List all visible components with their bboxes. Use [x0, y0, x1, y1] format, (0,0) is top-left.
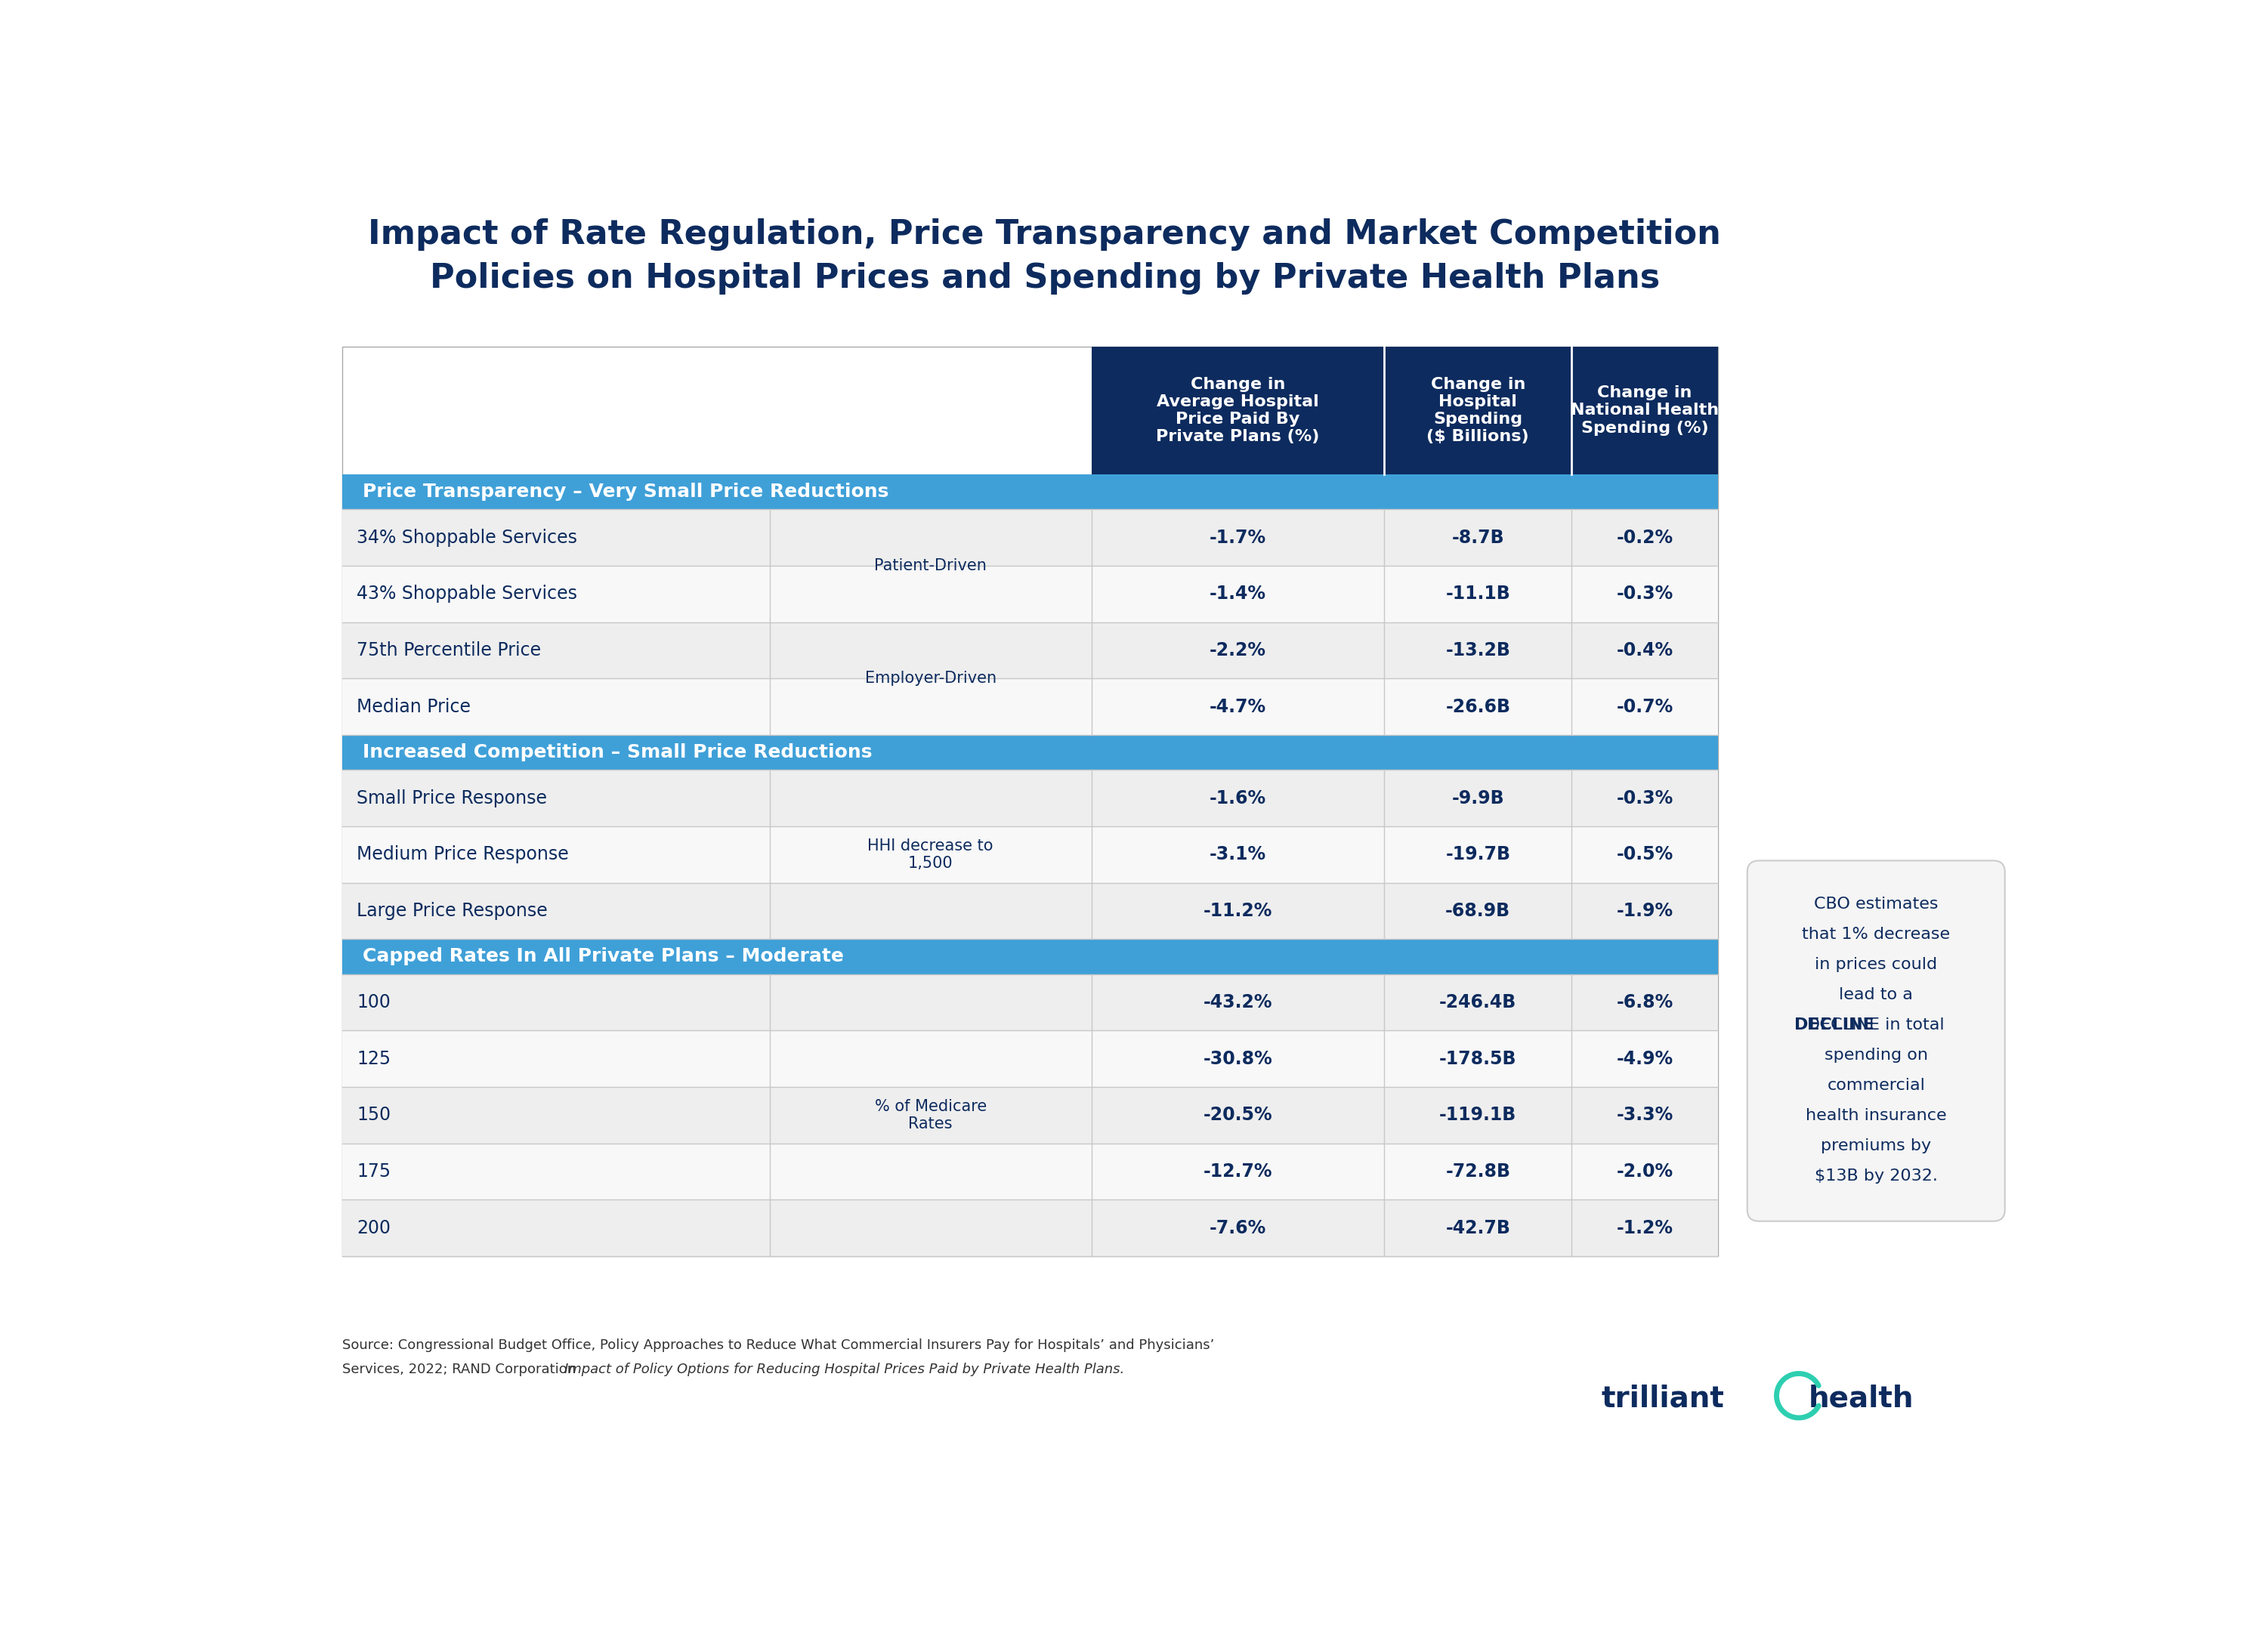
Text: $13B by 2032.: $13B by 2032. — [1814, 1168, 1937, 1184]
Bar — [1091, 347, 1717, 475]
Text: health insurance: health insurance — [1805, 1108, 1946, 1124]
Text: spending on: spending on — [1823, 1048, 1928, 1062]
Text: Change in
National Health
Spending (%): Change in National Health Spending (%) — [1572, 386, 1719, 436]
Text: Large Price Response: Large Price Response — [356, 901, 547, 919]
Text: Policies on Hospital Prices and Spending by Private Health Plans: Policies on Hospital Prices and Spending… — [429, 262, 1660, 294]
Text: -11.2%: -11.2% — [1204, 901, 1272, 919]
Text: -1.7%: -1.7% — [1209, 529, 1266, 547]
Text: premiums by: premiums by — [1821, 1139, 1932, 1154]
Text: % of Medicare
Rates: % of Medicare Rates — [875, 1098, 987, 1131]
Bar — [342, 1030, 1717, 1087]
Text: -6.8%: -6.8% — [1617, 992, 1674, 1012]
Text: 100: 100 — [356, 992, 390, 1012]
Bar — [342, 1144, 1717, 1199]
Text: Impact of Policy Options for Reducing Hospital Prices Paid by Private Health Pla: Impact of Policy Options for Reducing Ho… — [565, 1363, 1125, 1376]
Bar — [342, 347, 1717, 1256]
Text: -2.0%: -2.0% — [1617, 1162, 1674, 1181]
Text: -12.7%: -12.7% — [1204, 1162, 1272, 1181]
Text: -4.7%: -4.7% — [1209, 698, 1266, 716]
Text: -68.9B: -68.9B — [1445, 901, 1510, 919]
Bar — [342, 622, 1717, 678]
Text: -20.5%: -20.5% — [1204, 1106, 1272, 1124]
Text: in prices could: in prices could — [1814, 957, 1937, 973]
Bar — [342, 678, 1717, 735]
Text: -26.6B: -26.6B — [1445, 698, 1510, 716]
Text: -19.7B: -19.7B — [1445, 846, 1510, 864]
Text: Services, 2022; RAND Corporation: Services, 2022; RAND Corporation — [342, 1363, 581, 1376]
Text: -42.7B: -42.7B — [1445, 1219, 1510, 1237]
Text: 43% Shoppable Services: 43% Shoppable Services — [356, 584, 578, 604]
Bar — [342, 939, 1717, 975]
Text: 125: 125 — [356, 1049, 390, 1067]
Text: -0.7%: -0.7% — [1617, 698, 1674, 716]
Text: -43.2%: -43.2% — [1204, 992, 1272, 1012]
Text: DECLINE in total: DECLINE in total — [1808, 1017, 1944, 1033]
Text: -119.1B: -119.1B — [1440, 1106, 1517, 1124]
Text: Employer-Driven: Employer-Driven — [864, 670, 996, 687]
Text: lead to a: lead to a — [1839, 988, 1914, 1002]
Text: Patient-Driven: Patient-Driven — [873, 558, 987, 573]
Bar — [342, 1199, 1717, 1256]
Text: 175: 175 — [356, 1162, 390, 1181]
Text: -0.4%: -0.4% — [1617, 641, 1674, 659]
Text: -178.5B: -178.5B — [1440, 1049, 1517, 1067]
Text: -0.3%: -0.3% — [1617, 789, 1674, 807]
Text: 200: 200 — [356, 1219, 390, 1237]
Text: health: health — [1810, 1385, 1914, 1412]
Text: Small Price Response: Small Price Response — [356, 789, 547, 807]
Text: Medium Price Response: Medium Price Response — [356, 846, 569, 864]
Text: -1.6%: -1.6% — [1209, 789, 1266, 807]
Bar — [342, 475, 1717, 509]
Text: 34% Shoppable Services: 34% Shoppable Services — [356, 529, 578, 547]
FancyBboxPatch shape — [1746, 861, 2005, 1222]
Text: -30.8%: -30.8% — [1204, 1049, 1272, 1067]
Text: Median Price: Median Price — [356, 698, 472, 716]
Text: Source: Congressional Budget Office, Policy Approaches to Reduce What Commercial: Source: Congressional Budget Office, Pol… — [342, 1339, 1213, 1352]
Text: 75th Percentile Price: 75th Percentile Price — [356, 641, 542, 659]
Bar — [342, 975, 1717, 1030]
Text: CBO estimates: CBO estimates — [1814, 896, 1939, 911]
Text: 150: 150 — [356, 1106, 390, 1124]
Text: -246.4B: -246.4B — [1440, 992, 1517, 1012]
Text: -7.6%: -7.6% — [1209, 1219, 1266, 1237]
Text: -2.2%: -2.2% — [1209, 641, 1266, 659]
Text: -3.3%: -3.3% — [1617, 1106, 1674, 1124]
Text: Impact of Rate Regulation, Price Transparency and Market Competition: Impact of Rate Regulation, Price Transpa… — [367, 218, 1721, 251]
Text: -72.8B: -72.8B — [1445, 1162, 1510, 1181]
Bar — [342, 1087, 1717, 1144]
Text: commercial: commercial — [1828, 1079, 1926, 1093]
Text: trilliant: trilliant — [1601, 1385, 1724, 1412]
Text: -4.9%: -4.9% — [1617, 1049, 1674, 1067]
Text: -0.3%: -0.3% — [1617, 584, 1674, 604]
Text: -1.9%: -1.9% — [1617, 901, 1674, 919]
Text: Change in
Hospital
Spending
($ Billions): Change in Hospital Spending ($ Billions) — [1427, 376, 1529, 444]
Text: -1.2%: -1.2% — [1617, 1219, 1674, 1237]
Text: -1.4%: -1.4% — [1209, 584, 1266, 604]
Text: -8.7B: -8.7B — [1452, 529, 1504, 547]
Text: -9.9B: -9.9B — [1452, 789, 1504, 807]
Text: Increased Competition – Small Price Reductions: Increased Competition – Small Price Redu… — [363, 744, 873, 761]
Text: -3.1%: -3.1% — [1209, 846, 1266, 864]
Bar — [342, 566, 1717, 622]
Text: that 1% decrease: that 1% decrease — [1803, 927, 1950, 942]
Text: -0.5%: -0.5% — [1617, 846, 1674, 864]
Text: -13.2B: -13.2B — [1445, 641, 1510, 659]
Text: HHI decrease to
1,500: HHI decrease to 1,500 — [869, 838, 993, 870]
Text: -11.1B: -11.1B — [1445, 584, 1510, 604]
Bar — [342, 770, 1717, 827]
Bar — [342, 509, 1717, 566]
Bar — [342, 827, 1717, 883]
Text: Change in
Average Hospital
Price Paid By
Private Plans (%): Change in Average Hospital Price Paid By… — [1157, 376, 1320, 444]
Text: DECLINE: DECLINE — [1794, 1017, 1873, 1033]
Bar — [342, 735, 1717, 770]
Text: Capped Rates In All Private Plans – Moderate: Capped Rates In All Private Plans – Mode… — [363, 947, 844, 966]
Text: Price Transparency – Very Small Price Reductions: Price Transparency – Very Small Price Re… — [363, 483, 889, 501]
Text: -0.2%: -0.2% — [1617, 529, 1674, 547]
Bar — [342, 883, 1717, 939]
